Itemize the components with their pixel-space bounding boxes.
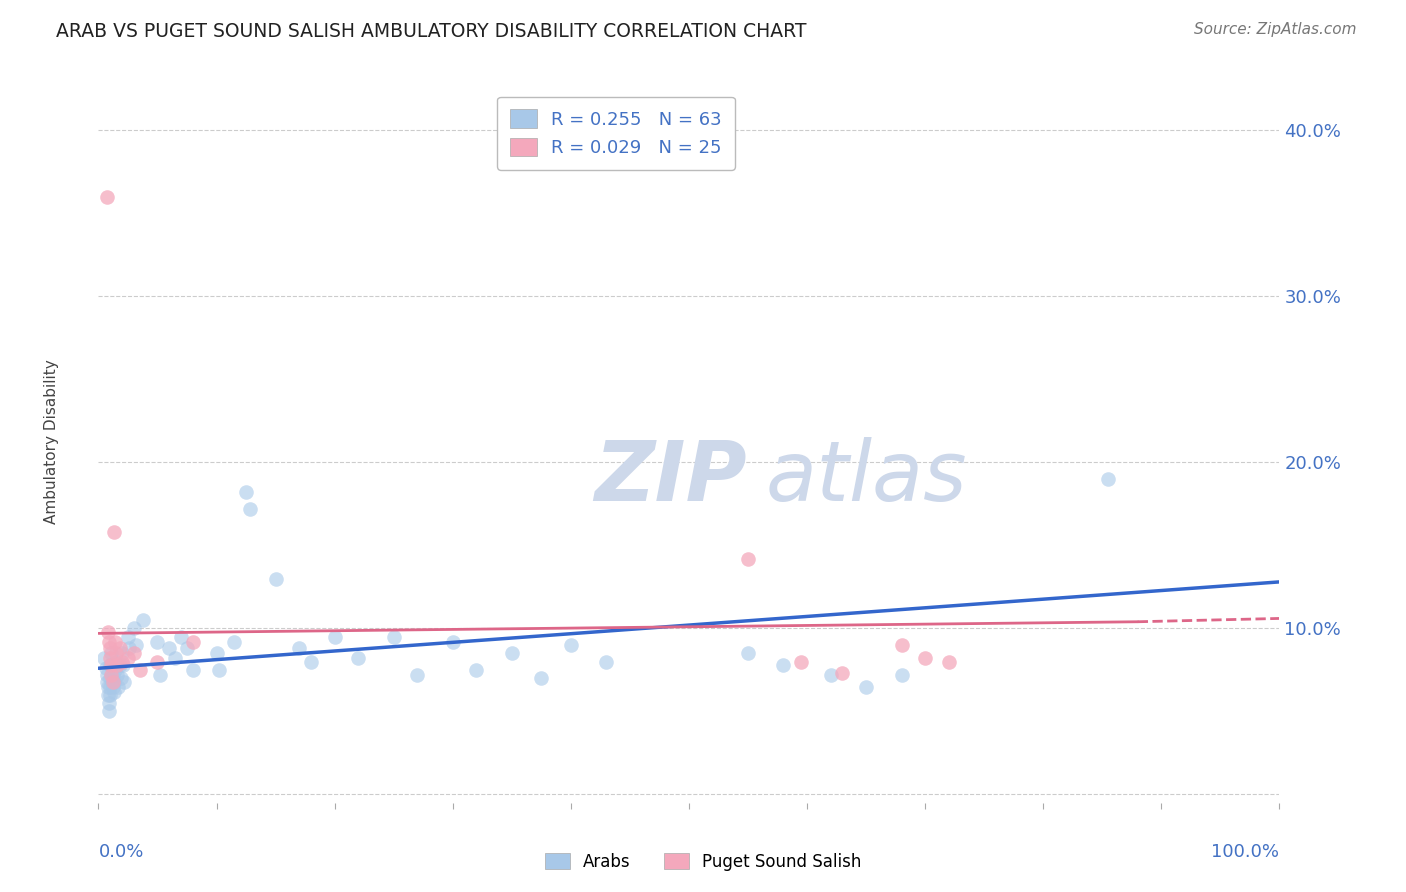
Point (1097, 472, 1119, 486)
Point (100, 646, 122, 660)
Point (100, 657, 122, 672)
Point (117, 630, 139, 644)
Point (737, 551, 759, 566)
Point (235, 485, 257, 500)
Point (737, 646, 759, 660)
Point (112, 657, 135, 672)
Point (122, 621, 145, 635)
Legend: R = 0.255   N = 63, R = 0.029   N = 25: R = 0.255 N = 63, R = 0.029 N = 25 (498, 96, 734, 169)
Point (103, 684, 125, 698)
Point (176, 641, 198, 656)
Point (93, 651, 115, 665)
Point (170, 630, 193, 644)
Point (239, 501, 262, 516)
Point (382, 630, 405, 644)
Point (149, 668, 172, 682)
Text: ZIP: ZIP (595, 437, 747, 518)
Point (347, 651, 370, 665)
Point (157, 641, 180, 656)
Point (98, 641, 121, 656)
Point (101, 680, 124, 694)
Legend: Arabs, Puget Sound Salish: Arabs, Puget Sound Salish (536, 845, 870, 880)
Point (890, 668, 912, 682)
Point (110, 671, 132, 685)
Point (205, 646, 228, 660)
Point (117, 651, 139, 665)
Point (181, 663, 204, 677)
Point (181, 634, 204, 648)
Point (97, 624, 120, 639)
Text: 100.0%: 100.0% (1212, 843, 1279, 861)
Point (501, 646, 523, 660)
Text: ARAB VS PUGET SOUND SALISH AMBULATORY DISABILITY CORRELATION CHART: ARAB VS PUGET SOUND SALISH AMBULATORY DI… (56, 22, 807, 41)
Point (108, 657, 131, 672)
Point (831, 666, 853, 681)
Text: Ambulatory Disability: Ambulatory Disability (44, 359, 59, 524)
Point (104, 634, 127, 648)
Point (146, 655, 169, 669)
Point (98, 671, 121, 685)
Point (224, 634, 246, 648)
Point (105, 657, 128, 672)
Point (595, 655, 617, 669)
Point (94, 661, 117, 675)
Point (96, 189, 118, 203)
Point (111, 646, 134, 660)
Point (101, 668, 124, 682)
Point (105, 668, 128, 682)
Point (98, 696, 121, 710)
Point (890, 638, 912, 652)
Point (105, 655, 128, 669)
Point (914, 651, 936, 665)
Point (122, 646, 145, 660)
Point (772, 657, 794, 672)
Point (264, 572, 287, 586)
Point (560, 638, 582, 652)
Point (103, 674, 125, 689)
Point (97, 688, 120, 702)
Point (105, 646, 128, 660)
Point (101, 674, 124, 689)
Point (100, 657, 122, 672)
Point (132, 613, 155, 627)
Point (323, 630, 346, 644)
Point (820, 668, 842, 682)
Point (96, 668, 118, 682)
Point (97, 680, 120, 694)
Point (208, 663, 231, 677)
Text: atlas: atlas (766, 437, 967, 518)
Point (98, 688, 121, 702)
Text: Source: ZipAtlas.com: Source: ZipAtlas.com (1194, 22, 1357, 37)
Point (118, 641, 141, 656)
Point (98, 634, 121, 648)
Point (112, 674, 135, 689)
Point (108, 641, 131, 656)
Point (790, 655, 813, 669)
Point (96, 674, 118, 689)
Point (299, 655, 322, 669)
Point (165, 651, 187, 665)
Point (100, 668, 122, 682)
Point (855, 680, 877, 694)
Point (104, 663, 127, 677)
Point (406, 668, 429, 682)
Point (125, 638, 148, 652)
Point (107, 680, 129, 694)
Point (103, 524, 125, 539)
Point (98, 680, 121, 694)
Text: 0.0%: 0.0% (98, 843, 143, 861)
Point (146, 634, 169, 648)
Point (465, 663, 488, 677)
Point (98, 651, 121, 665)
Point (111, 655, 134, 669)
Point (530, 671, 553, 685)
Point (98, 657, 121, 672)
Point (938, 655, 960, 669)
Point (441, 634, 464, 648)
Point (288, 641, 311, 656)
Point (128, 663, 150, 677)
Point (98, 705, 121, 719)
